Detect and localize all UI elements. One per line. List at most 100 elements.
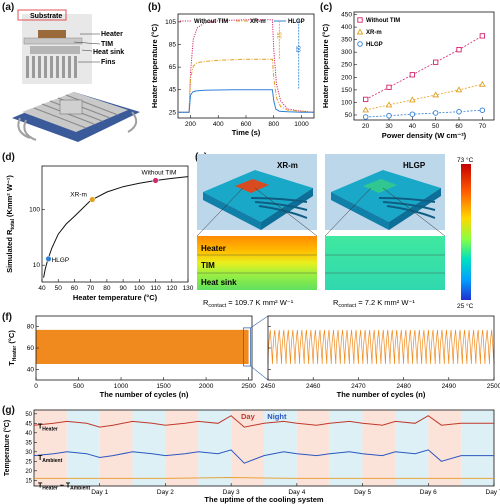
- series-line-hlgp: [178, 89, 314, 113]
- series-line-xr-m: [178, 58, 315, 113]
- plot-frame: [267, 315, 495, 381]
- y-tick-label: 80: [27, 324, 35, 331]
- x-tick-label: 30: [385, 123, 393, 130]
- x-tick-label: 600: [241, 121, 252, 128]
- cycle-band: [36, 329, 249, 364]
- data-point: [45, 255, 52, 262]
- y-tick-label: 400: [341, 24, 352, 31]
- annotation-label: 65: [297, 45, 303, 52]
- x-tick-label: 1500: [156, 383, 171, 390]
- y-tick-label: 300: [341, 49, 352, 56]
- panel-c-chart: 20 30 40 50 60 70 50 100 150 200 250 300 350 400 450 Po…: [321, 12, 495, 140]
- y-tick-label: 20: [25, 469, 32, 475]
- y-axis-title: Heater temperature (°C): [150, 23, 159, 108]
- x-tick-label: Day 7: [486, 489, 500, 496]
- plot-frame: [33, 409, 495, 487]
- x-tick-label: 800: [268, 121, 279, 128]
- data-point: [409, 111, 416, 117]
- hlgp-thermal-render-image: [325, 154, 445, 230]
- data-point: [433, 59, 439, 65]
- x-tick-label: 60: [71, 285, 79, 292]
- y-tick-label: 45: [169, 87, 177, 94]
- y-tick-label: 100: [29, 206, 40, 213]
- device-cross-section-image: [17, 9, 92, 84]
- day-shade: [231, 410, 264, 486]
- data-point: [408, 96, 416, 103]
- zoom-line: [324, 187, 372, 237]
- xrm-layers-section: [197, 236, 317, 290]
- day-shade: [34, 410, 67, 486]
- y-tick-label: 200: [341, 74, 352, 81]
- y-tick-label: 25: [169, 109, 177, 116]
- data-point: [386, 84, 392, 90]
- night-shade: [461, 410, 494, 486]
- x-tick-label: 100: [134, 285, 145, 292]
- day-shade: [296, 410, 330, 486]
- legend-label: Without TIM: [366, 18, 400, 24]
- zoom-box: [243, 327, 251, 367]
- point-label: HLGP: [51, 257, 69, 264]
- y-tick-label: 60: [27, 345, 35, 352]
- zoom-line: [382, 187, 446, 237]
- y-axis-title: Simulated Rtotal (Kmm² W⁻¹): [5, 175, 16, 273]
- legend-marker: [357, 41, 363, 47]
- legend-marker: [357, 17, 363, 23]
- x-axis-title: Heater temperature (°C): [73, 293, 158, 302]
- panel-label-d: (d): [2, 152, 15, 163]
- legend-label: XR-m: [366, 30, 382, 36]
- day-shade: [99, 410, 133, 486]
- panel-label-b: (b): [148, 2, 161, 13]
- panel-label-a: (a): [2, 2, 15, 13]
- data-point: [456, 108, 462, 115]
- cycle-oscillation-line: [267, 329, 495, 365]
- x-tick-label: Day 2: [157, 489, 174, 496]
- heater-temperature-line: [33, 415, 494, 428]
- y-tick-label: 50: [345, 112, 353, 119]
- y-tick-label: 30: [25, 450, 32, 456]
- zoom-line: [250, 365, 269, 381]
- data-point: [386, 112, 392, 119]
- point-label: Without TIM: [142, 169, 177, 176]
- panel-label-f: (f): [2, 312, 12, 323]
- data-point: [409, 72, 415, 78]
- y-tick-label: 10: [33, 262, 41, 269]
- day-shade: [428, 410, 462, 486]
- day-shade: [362, 410, 396, 486]
- y-tick-label: 25: [25, 459, 32, 465]
- y-tick-label: 100: [341, 99, 352, 106]
- label-substrate: Substrate: [30, 13, 62, 20]
- x-tick-label: 2480: [396, 383, 411, 390]
- y-tick-label: 85: [169, 42, 177, 49]
- x-tick-label: 200: [185, 121, 196, 128]
- x-tick-label: 2460: [306, 383, 321, 390]
- data-point: [456, 47, 462, 53]
- layer-heatsink-label: Heat sink: [201, 278, 237, 287]
- colorbar-max: 73 °C: [457, 156, 474, 164]
- difference-temperature-line: [34, 476, 494, 479]
- panel-g-chart: 15 20 25 30 35 40 45 50 Day 1 Day 2 Day 3 Day 4 Day …: [3, 409, 500, 504]
- label-heat-sink: Heat sink: [93, 49, 124, 56]
- panel-label-g: (g): [2, 405, 15, 416]
- data-point: [432, 91, 440, 98]
- x-tick-label: 60: [455, 123, 463, 130]
- zoom-line: [254, 187, 318, 237]
- hlgp-layers-section: [325, 236, 445, 290]
- x-axis-title: Power density (W cm⁻²): [382, 131, 467, 140]
- heater-series-label: THeater: [38, 424, 58, 433]
- e-left-title: XR-m: [277, 161, 298, 170]
- x-axis-title: The number of cycles (n): [100, 390, 189, 399]
- label-tim: TIM: [101, 41, 113, 48]
- y-tick-label: 45: [25, 421, 32, 427]
- zoom-line: [196, 187, 244, 237]
- panel-label-c: (c): [320, 2, 333, 13]
- x-tick-label: 80: [103, 285, 111, 292]
- y-tick-label: 40: [27, 366, 35, 373]
- series-line: [365, 35, 483, 100]
- y-axis-title: Temperature (°C): [3, 420, 11, 476]
- y-tick-label: 350: [341, 37, 352, 44]
- colorbar-min: 25 °C: [457, 302, 474, 310]
- leader-heatsink: [81, 49, 93, 52]
- layer-heater-label: Heater: [201, 244, 226, 253]
- day-label: Day: [241, 412, 256, 421]
